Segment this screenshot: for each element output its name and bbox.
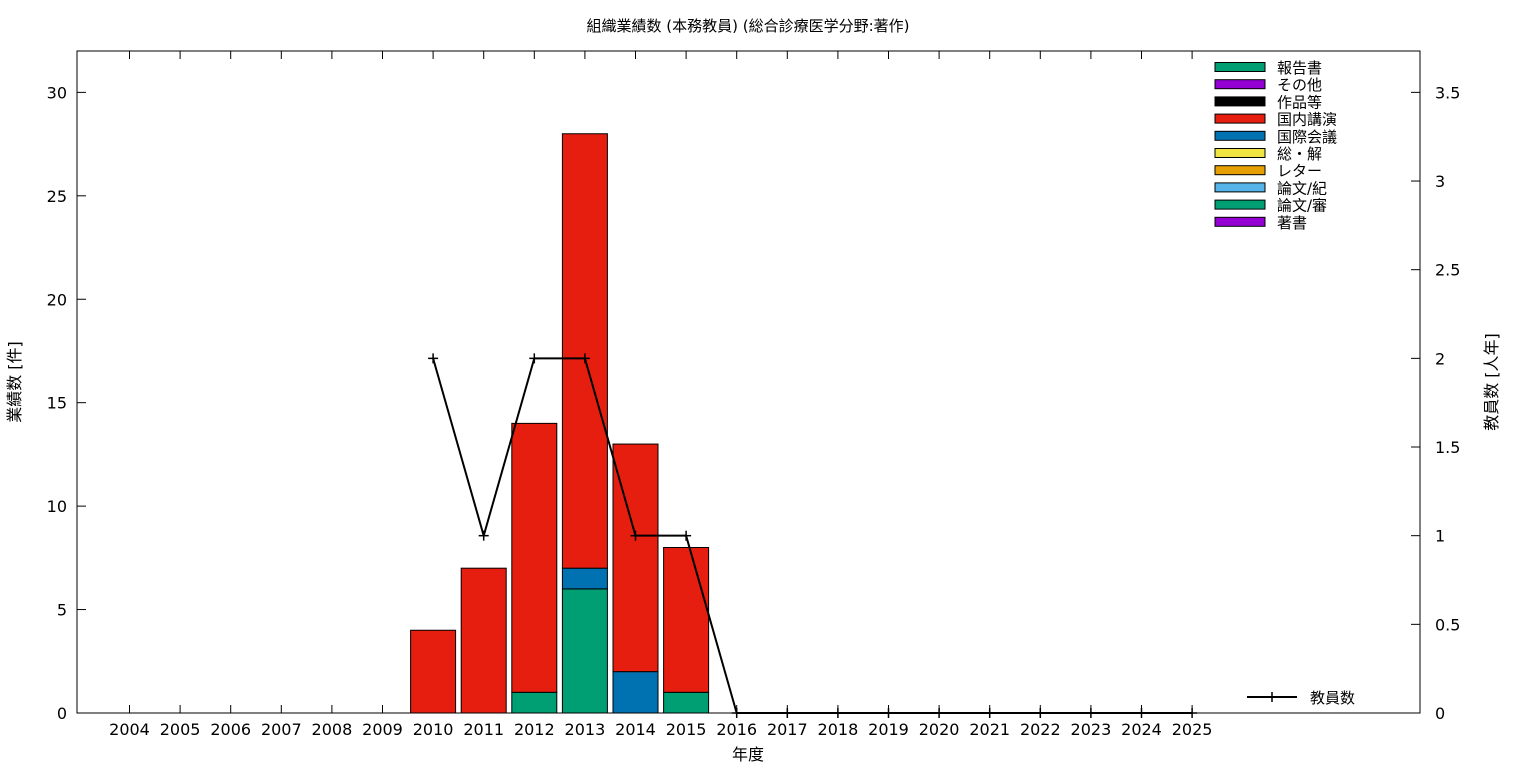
y-tick-label-right: 0.5: [1435, 615, 1460, 634]
legend-swatch-総・解: [1214, 148, 1266, 158]
x-tick-label: 2012: [514, 720, 555, 739]
legend-swatch-国際会議: [1214, 130, 1266, 141]
faculty-count-point-2017: [782, 708, 793, 718]
x-tick-label: 2013: [565, 720, 606, 739]
x-tick-label: 2006: [210, 720, 251, 739]
legend-swatch-レター: [1214, 165, 1266, 176]
faculty-count-point-2011: [478, 530, 489, 541]
faculty-count-point-2021: [984, 708, 995, 718]
faculty-count-point-2020: [934, 708, 945, 718]
x-tick-label: 2021: [969, 720, 1010, 739]
y-tick-label-left: 20: [47, 290, 67, 309]
legend-label: 国際会議: [1277, 128, 1337, 146]
y-axis-label-left: 業績数 [件]: [5, 341, 24, 423]
faculty-count-point-2013: [579, 353, 590, 364]
legend-label: 著書: [1277, 214, 1307, 232]
faculty-count-point-2016: [731, 708, 742, 718]
chart-title: 組織業績数 (本務教員) (総合診療医学分野:著作): [586, 17, 909, 35]
legend-label: 論文/審: [1277, 197, 1327, 215]
legend-swatch-論文/審: [1214, 199, 1266, 210]
x-tick-label: 2004: [109, 720, 150, 739]
x-tick-label: 2018: [818, 720, 859, 739]
x-tick-label: 2005: [160, 720, 201, 739]
y-tick-label-right: 2: [1435, 349, 1445, 368]
x-tick-label: 2016: [716, 720, 757, 739]
y-tick-label-left: 10: [47, 497, 67, 516]
y-tick-label-right: 3.5: [1435, 83, 1460, 102]
x-tick-label: 2011: [463, 720, 504, 739]
y-tick-label-right: 1.5: [1435, 438, 1460, 457]
bar-2013-国内講演: [561, 133, 608, 569]
legend-label: その他: [1277, 76, 1322, 94]
faculty-count-point-2025: [1187, 708, 1198, 718]
x-tick-label: 2017: [767, 720, 808, 739]
y-tick-label-right: 2.5: [1435, 261, 1460, 280]
y-tick-label-left: 5: [57, 601, 67, 620]
x-tick-label: 2010: [413, 720, 454, 739]
legend-label: レター: [1277, 162, 1322, 180]
x-tick-label: 2020: [919, 720, 960, 739]
faculty-count-point-2012: [529, 353, 540, 364]
y-tick-label-left: 30: [47, 83, 67, 102]
y-tick-label-left: 15: [47, 394, 67, 413]
legend-label: 作品等: [1277, 93, 1322, 111]
legend-label: 報告書: [1277, 59, 1322, 77]
faculty-count-point-2010: [428, 353, 439, 364]
bars-layer: [410, 133, 710, 714]
legend-swatch-国内講演: [1214, 113, 1266, 124]
bar-2012-国内講演: [511, 422, 558, 693]
x-tick-label: 2015: [666, 720, 707, 739]
legend-label: 総・解: [1277, 145, 1322, 163]
legend-swatch-その他: [1214, 79, 1266, 90]
x-tick-label: 2007: [261, 720, 302, 739]
ticks-layer: 2004 2005 2006 2007 2008 2009 2010 2011 2012 2013…: [47, 51, 1460, 739]
faculty-count-point-2014: [630, 530, 641, 541]
bar-2015-国内講演: [663, 547, 710, 693]
y-axis-label-right: 教員数 [人年]: [1482, 333, 1501, 431]
y-tick-label-left: 0: [57, 704, 67, 723]
faculty-count-point-2019: [883, 708, 894, 718]
legend-label: 国内講演: [1277, 111, 1337, 129]
y-tick-label-left: 25: [47, 187, 67, 206]
y-tick-label-right: 3: [1435, 172, 1445, 191]
bar-2013-論文/審: [561, 588, 608, 714]
faculty-count-point-2022: [1035, 708, 1046, 718]
bar-2013-国際会議: [561, 567, 608, 590]
line-layer: [428, 353, 1198, 718]
bar-2012-論文/審: [511, 691, 558, 714]
x-tick-label: 2023: [1071, 720, 1112, 739]
x-tick-label: 2019: [868, 720, 909, 739]
bar-2015-論文/審: [663, 691, 710, 714]
x-tick-label: 2024: [1121, 720, 1162, 739]
y-tick-label-right: 1: [1435, 527, 1445, 546]
legend-swatch-著書: [1214, 216, 1266, 227]
faculty-count-point-2015: [681, 530, 692, 541]
x-tick-label: 2014: [615, 720, 656, 739]
legend-label: 論文/紀: [1277, 179, 1327, 197]
bar-2010-国内講演: [410, 629, 457, 714]
x-axis-label: 年度: [732, 745, 764, 764]
faculty-count-point-2018: [832, 708, 843, 718]
legend-swatch-報告書: [1214, 62, 1266, 72]
x-tick-label: 2022: [1020, 720, 1061, 739]
faculty-count-line: [432, 357, 1193, 714]
faculty-count-point-2023: [1085, 708, 1096, 718]
x-tick-label: 2008: [312, 720, 353, 739]
bar-2014-国際会議: [612, 671, 659, 714]
legend-swatch-論文/紀: [1214, 182, 1266, 193]
legend-label-line: 教員数: [1310, 689, 1355, 707]
bar-2011-国内講演: [460, 567, 507, 714]
legend-swatch-作品等: [1214, 96, 1266, 107]
y-tick-label-right: 0: [1435, 704, 1445, 723]
x-tick-label: 2025: [1172, 720, 1213, 739]
x-tick-label: 2009: [362, 720, 403, 739]
faculty-count-point-2024: [1136, 708, 1147, 718]
